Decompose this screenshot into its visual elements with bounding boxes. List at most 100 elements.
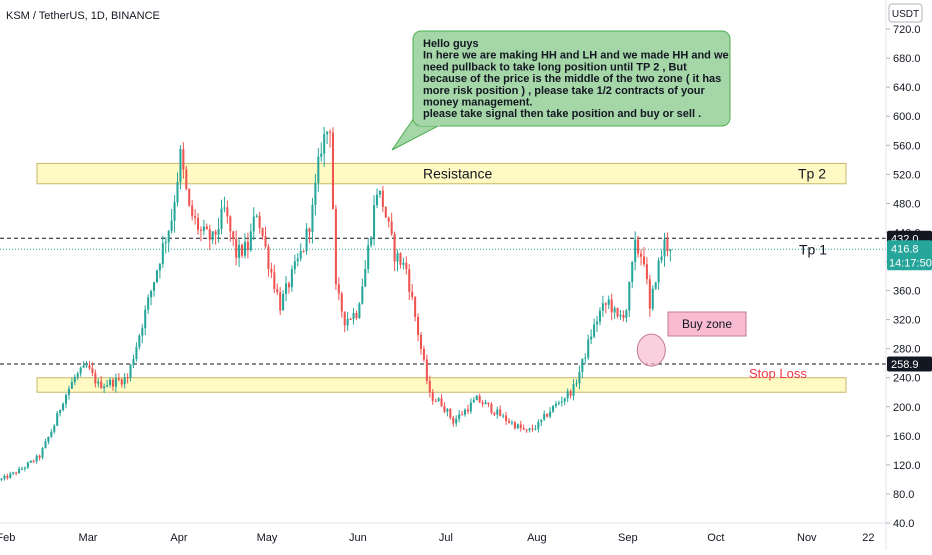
- candle[interactable]: [584, 353, 587, 365]
- candle[interactable]: [329, 129, 332, 148]
- candle[interactable]: [229, 215, 232, 242]
- candle[interactable]: [132, 354, 135, 368]
- candle[interactable]: [613, 305, 616, 320]
- candle[interactable]: [114, 373, 117, 393]
- candle[interactable]: [70, 377, 73, 389]
- candle[interactable]: [490, 402, 493, 415]
- candle[interactable]: [525, 429, 528, 433]
- candle[interactable]: [437, 396, 440, 402]
- candle[interactable]: [578, 365, 581, 390]
- candle[interactable]: [94, 369, 97, 388]
- candle[interactable]: [634, 231, 637, 271]
- candle[interactable]: [255, 214, 258, 218]
- candle[interactable]: [440, 394, 443, 407]
- candle[interactable]: [604, 301, 607, 314]
- candle[interactable]: [264, 226, 267, 249]
- candle[interactable]: [417, 313, 420, 342]
- candle[interactable]: [645, 257, 648, 285]
- candle[interactable]: [557, 400, 560, 406]
- buy-zone-box[interactable]: [667, 311, 747, 337]
- candle[interactable]: [560, 396, 563, 407]
- candle[interactable]: [449, 408, 452, 420]
- candle[interactable]: [62, 402, 65, 412]
- candle[interactable]: [496, 406, 499, 419]
- candle[interactable]: [82, 361, 85, 368]
- candle[interactable]: [452, 415, 455, 427]
- candle[interactable]: [76, 371, 79, 381]
- candle[interactable]: [64, 393, 68, 409]
- candle[interactable]: [361, 278, 364, 305]
- candle[interactable]: [185, 166, 188, 191]
- candle[interactable]: [411, 284, 414, 301]
- candle[interactable]: [23, 466, 26, 472]
- candle[interactable]: [293, 254, 296, 275]
- candle[interactable]: [252, 207, 255, 241]
- candle[interactable]: [141, 323, 144, 344]
- candle[interactable]: [287, 281, 291, 294]
- candle[interactable]: [261, 227, 264, 240]
- candle[interactable]: [85, 361, 88, 368]
- candle[interactable]: [147, 294, 150, 314]
- candle[interactable]: [296, 253, 299, 267]
- candle[interactable]: [522, 424, 525, 431]
- candle[interactable]: [91, 362, 94, 377]
- candle[interactable]: [408, 263, 411, 300]
- candle[interactable]: [170, 209, 173, 234]
- candle[interactable]: [587, 334, 590, 361]
- candle[interactable]: [73, 374, 76, 386]
- candle[interactable]: [176, 172, 179, 207]
- support-zone[interactable]: [36, 377, 847, 393]
- candle[interactable]: [669, 249, 672, 262]
- candle[interactable]: [666, 232, 669, 257]
- candle[interactable]: [144, 305, 147, 336]
- candle[interactable]: [197, 212, 200, 235]
- candle[interactable]: [370, 236, 373, 248]
- candle[interactable]: [349, 317, 352, 320]
- candle[interactable]: [26, 461, 29, 469]
- candle[interactable]: [232, 231, 235, 247]
- candle[interactable]: [434, 398, 437, 403]
- candle[interactable]: [270, 262, 273, 278]
- candle[interactable]: [308, 227, 311, 244]
- candle[interactable]: [481, 399, 484, 408]
- candle[interactable]: [502, 413, 505, 419]
- candle[interactable]: [50, 428, 53, 438]
- candle[interactable]: [164, 237, 167, 254]
- candle[interactable]: [67, 385, 70, 400]
- candle[interactable]: [343, 311, 346, 333]
- candle[interactable]: [378, 190, 381, 198]
- candle[interactable]: [126, 373, 129, 384]
- candle[interactable]: [103, 383, 106, 394]
- candle[interactable]: [660, 249, 663, 264]
- candle[interactable]: [381, 185, 384, 213]
- candle[interactable]: [425, 354, 428, 385]
- candle[interactable]: [528, 427, 531, 433]
- candle[interactable]: [194, 208, 197, 225]
- candle[interactable]: [182, 142, 185, 179]
- candle[interactable]: [516, 423, 519, 430]
- currency-button[interactable]: USDT: [888, 3, 923, 23]
- candle[interactable]: [161, 235, 164, 268]
- candle[interactable]: [390, 212, 393, 236]
- candle[interactable]: [355, 310, 358, 321]
- candle[interactable]: [214, 229, 217, 245]
- candle[interactable]: [106, 379, 109, 388]
- candle[interactable]: [97, 378, 100, 388]
- candle[interactable]: [654, 281, 657, 290]
- candle[interactable]: [3, 474, 6, 481]
- candle[interactable]: [108, 377, 112, 388]
- candle[interactable]: [29, 460, 32, 464]
- candle[interactable]: [346, 311, 349, 331]
- resistance-zone[interactable]: [36, 162, 847, 185]
- candle[interactable]: [246, 232, 249, 259]
- candle[interactable]: [466, 404, 469, 415]
- candle[interactable]: [152, 281, 156, 297]
- candle[interactable]: [173, 195, 176, 233]
- candle[interactable]: [235, 230, 238, 266]
- candle[interactable]: [299, 243, 302, 262]
- candle[interactable]: [616, 307, 619, 319]
- candle[interactable]: [513, 420, 516, 430]
- candle[interactable]: [358, 302, 361, 319]
- candle[interactable]: [238, 239, 241, 268]
